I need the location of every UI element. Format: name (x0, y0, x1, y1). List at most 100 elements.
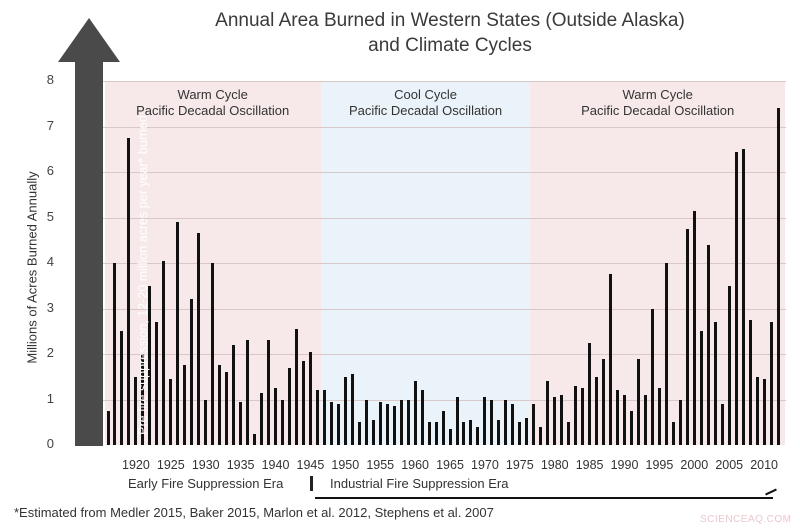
bar-1943 (294, 328, 298, 445)
bar-1966 (455, 397, 459, 445)
bar-1941 (281, 399, 284, 445)
bar-1991 (630, 410, 633, 445)
gridline (102, 263, 786, 264)
band-title: Warm Cycle (177, 87, 248, 102)
y-tick-label: 1 (46, 390, 54, 406)
bar-1926 (176, 222, 180, 445)
bar-1925 (169, 379, 173, 445)
bar-1928 (190, 299, 194, 445)
bar-1986 (595, 376, 599, 445)
bar-1978 (539, 426, 543, 445)
bar-1997 (671, 422, 675, 445)
bar-1937 (253, 433, 257, 445)
up-arrow-icon (58, 18, 120, 446)
x-tick-label: 1930 (191, 458, 220, 472)
x-tick-label: 1945 (296, 458, 325, 472)
y-tick-label: 2 (46, 345, 54, 360)
bar-1973 (504, 399, 508, 445)
x-tick-label: 1980 (540, 458, 569, 472)
bar-1993 (643, 394, 647, 445)
bar-2009 (755, 376, 759, 445)
bar-1960 (413, 381, 417, 445)
bar-1924 (162, 260, 166, 445)
x-tick-label: 1940 (261, 458, 290, 472)
bar-1954 (371, 419, 375, 445)
chart-title: Annual Area Burned in Western States (Ou… (150, 8, 750, 58)
bar-2002 (706, 244, 710, 445)
chart-title-line-1: Annual Area Burned in Western States (Ou… (215, 10, 685, 31)
band-label: Cool Cycle Pacific Decadal Oscillation (321, 87, 530, 119)
bar-1929 (197, 233, 201, 445)
y-tick-label: 7 (46, 117, 54, 133)
bar-1983 (574, 385, 578, 445)
bar-1934 (232, 344, 236, 445)
era-divider (310, 476, 313, 491)
bar-1968 (469, 419, 473, 445)
watermark: SCIENCEAQ.COM (700, 514, 792, 525)
bar-1965 (448, 429, 452, 445)
bar-2006 (734, 151, 738, 445)
x-tick-label: 1920 (122, 458, 150, 472)
bar-1996 (664, 263, 668, 445)
bar-1961 (420, 390, 424, 445)
bar-1936 (246, 340, 250, 445)
gridline (102, 308, 786, 310)
bar-1988 (609, 274, 613, 445)
bar-1951 (350, 374, 354, 445)
band-subtitle: Pacific Decadal Oscillation (136, 103, 290, 118)
bar-2004 (720, 404, 724, 445)
x-tick-label: 1925 (156, 458, 185, 472)
bar-1969 (476, 426, 480, 445)
bar-1972 (497, 419, 501, 445)
bar-1984 (581, 388, 585, 445)
bar-1920 (134, 376, 138, 445)
plot-area: Warm Cycle Pacific Decadal Oscillation C… (102, 81, 786, 445)
bar-1939 (267, 340, 271, 445)
industrial-era-label: Industrial Fire Suppression Era (330, 476, 509, 491)
bar-1949 (336, 404, 340, 445)
gridline (102, 354, 786, 355)
pre-suppression-arrow-text: Pre fire suppression, 12-20 million acre… (136, 115, 150, 435)
bar-1981 (560, 394, 564, 445)
x-tick-label: 2010 (750, 458, 779, 472)
bar-2003 (713, 322, 717, 445)
gridline (102, 217, 786, 219)
bar-1964 (441, 410, 445, 445)
bar-1953 (364, 399, 368, 445)
bar-1932 (218, 365, 222, 445)
bar-1962 (427, 422, 431, 445)
bar-1992 (636, 358, 640, 445)
bar-1998 (678, 399, 682, 445)
footnote: *Estimated from Medler 2015, Baker 2015,… (14, 505, 494, 520)
bar-1916 (106, 410, 110, 445)
bar-1935 (239, 401, 243, 445)
bar-1987 (602, 358, 606, 445)
bar-1990 (623, 394, 627, 445)
bar-1994 (650, 308, 654, 445)
bar-2010 (762, 379, 766, 445)
arrow-head-icon (765, 488, 777, 496)
bar-1931 (211, 263, 215, 445)
bar-2001 (699, 331, 703, 445)
bar-1930 (204, 399, 208, 445)
bar-1921 (141, 354, 145, 445)
pre-suppression-arrow: Pre fire suppression, 12-20 million acre… (58, 18, 150, 446)
x-tick-label: 2005 (715, 458, 744, 472)
bar-1938 (260, 392, 264, 445)
industrial-era-arrow-line (315, 497, 773, 499)
x-tick-label: 1955 (366, 458, 395, 472)
y-tick-label: 3 (46, 299, 54, 315)
bar-1917 (113, 263, 117, 445)
x-tick-label: 1990 (610, 458, 639, 472)
bar-1977 (532, 404, 536, 445)
bar-1980 (553, 397, 557, 445)
x-tick-label: 2000 (680, 458, 709, 472)
y-tick-label: 0 (46, 436, 54, 451)
band-label: Warm Cycle Pacific Decadal Oscillation (530, 87, 785, 119)
bar-1948 (329, 401, 333, 445)
y-tick-label: 8 (46, 72, 54, 87)
gridline (102, 399, 786, 401)
bar-1958 (399, 399, 403, 445)
bar-1976 (525, 417, 529, 445)
bar-1944 (301, 360, 305, 445)
